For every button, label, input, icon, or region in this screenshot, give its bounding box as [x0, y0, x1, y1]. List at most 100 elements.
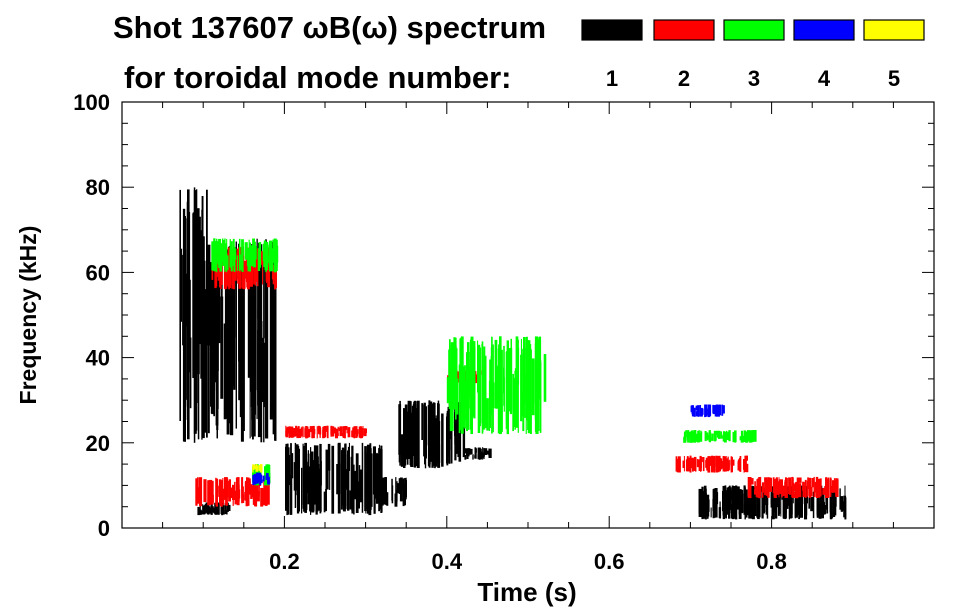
spectral-mark-n=1 [242, 272, 244, 358]
spectral-mark-n=1 [301, 467, 303, 514]
spectral-mark-n=2 [352, 431, 355, 435]
y-tick-label: 40 [86, 346, 110, 371]
spectral-mark-n=1 [832, 486, 834, 519]
spectral-mark-n=2 [727, 456, 729, 463]
spectral-mark-n=1 [730, 487, 732, 514]
spectral-mark-n=4 [695, 405, 699, 411]
spectral-mark-n=3 [748, 430, 752, 442]
spectral-mark-n=2 [264, 478, 268, 506]
spectral-mark-n=3 [249, 242, 251, 272]
spectral-mark-n=2 [747, 477, 750, 498]
spectral-mark-n=1 [216, 503, 220, 515]
spectral-mark-n=3 [694, 430, 697, 442]
spectral-mark-n=2 [228, 254, 230, 280]
spectral-mark-n=1 [327, 443, 331, 471]
spectral-mark-n=2 [288, 426, 290, 439]
spectral-mark-n=2 [342, 426, 346, 437]
spectral-mark-n=1 [287, 447, 290, 515]
spectral-mark-n=1 [362, 451, 364, 508]
spectral-mark-n=2 [682, 460, 685, 468]
spectral-mark-n=2 [261, 495, 265, 504]
spectral-mark-n=3 [698, 430, 700, 443]
spectral-mark-n=2 [219, 483, 223, 505]
spectral-mark-n=2 [808, 477, 812, 498]
spectral-mark-n=3 [268, 255, 271, 268]
spectral-mark-n=1 [296, 446, 300, 514]
spectral-mark-n=3 [697, 434, 699, 441]
spectral-mark-n=1 [227, 502, 229, 512]
spectral-mark-n=2 [754, 489, 757, 495]
spectral-mark-n=1 [435, 418, 437, 440]
spectral-mark-n=1 [274, 270, 277, 441]
spectral-mark-n=1 [741, 489, 744, 513]
spectral-mark-n=1 [355, 453, 359, 513]
spectral-mark-n=1 [434, 430, 438, 467]
spectral-mark-n=2 [207, 480, 210, 506]
spectral-mark-n=2 [687, 462, 691, 470]
spectral-mark-n=1 [258, 242, 261, 416]
spectral-mark-n=3 [750, 430, 753, 443]
spectral-mark-n=1 [323, 491, 326, 513]
spectral-mark-n=2 [807, 477, 809, 489]
spectral-mark-n=3 [683, 432, 686, 440]
spectral-mark-n=1 [788, 486, 790, 520]
spectral-mark-n=3 [717, 430, 721, 439]
spectral-mark-n=1 [463, 448, 467, 454]
spectral-mark-n=2 [743, 459, 746, 470]
spectral-mark-n=1 [726, 502, 727, 519]
spectral-mark-n=1 [290, 474, 293, 515]
spectral-mark-n=2 [258, 481, 260, 496]
spectral-mark-n=4 [721, 409, 723, 416]
spectral-mark-n=2 [361, 428, 364, 436]
spectral-mark-n=3 [705, 433, 709, 439]
spectral-mark-n=1 [347, 450, 350, 511]
spectral-mark-n=2 [246, 495, 249, 504]
spectral-mark-n=1 [396, 481, 398, 502]
spectral-mark-n=4 [256, 473, 260, 481]
spectral-mark-n=1 [315, 469, 318, 515]
spectral-mark-n=1 [406, 411, 409, 465]
spectral-mark-n=2 [296, 427, 300, 439]
spectral-mark-n=2 [333, 427, 336, 434]
spectral-mark-n=1 [710, 507, 712, 518]
spectral-mark-n=1 [478, 448, 482, 460]
spectral-mark-n=2 [824, 486, 828, 496]
spectral-mark-n=2 [815, 476, 819, 498]
spectral-mark-n=1 [230, 281, 234, 436]
spectral-mark-n=1 [775, 485, 778, 508]
spectral-mark-n=1 [824, 505, 827, 515]
spectral-mark-n=2 [353, 427, 356, 434]
spectral-mark-n=3 [727, 431, 731, 437]
spectral-mark-n=3 [700, 431, 703, 442]
y-tick-label: 100 [73, 90, 110, 115]
spectral-mark-n=3 [734, 430, 737, 443]
spectral-mark-n=2 [257, 491, 260, 502]
spectral-mark-n=1 [204, 289, 207, 433]
spectral-mark-n=2 [244, 481, 246, 497]
spectral-mark-n=2 [263, 479, 267, 506]
spectral-mark-n=1 [351, 445, 354, 514]
spectral-mark-n=1 [403, 408, 406, 468]
spectral-mark-n=1 [345, 469, 348, 490]
spectral-mark-n=1 [794, 498, 797, 518]
spectral-mark-n=2 [792, 484, 794, 498]
spectral-mark-n=2 [773, 480, 776, 494]
spectral-mark-n=2 [702, 457, 705, 472]
spectral-mark-n=1 [261, 321, 263, 402]
spectral-mark-n=1 [369, 456, 372, 488]
spectral-mark-n=2 [323, 430, 326, 435]
spectral-mark-n=1 [213, 510, 215, 514]
spectral-mark-n=2 [224, 483, 228, 498]
y-tick-label: 20 [86, 431, 110, 456]
spectral-mark-n=3 [500, 349, 503, 432]
spectral-mark-n=3 [460, 336, 464, 434]
spectral-mark-n=2 [242, 486, 244, 495]
spectral-mark-n=3 [696, 433, 699, 441]
spectral-mark-n=1 [402, 484, 405, 507]
spectral-mark-n=3 [258, 242, 262, 268]
spectral-mark-n=3 [720, 431, 722, 436]
spectral-mark-n=3 [743, 430, 747, 441]
spectral-mark-n=1 [374, 459, 377, 499]
spectral-mark-n=2 [822, 487, 826, 495]
legend-label-2: 2 [678, 66, 690, 91]
